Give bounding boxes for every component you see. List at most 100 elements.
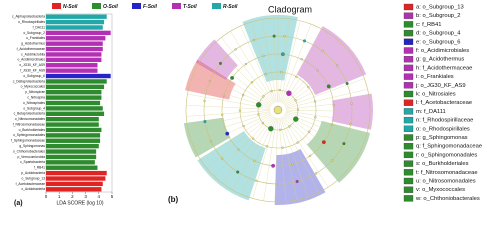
legend-swatch [403,47,414,54]
legend-label: u: o_Nitrosomonadales [416,179,476,185]
clade-node [295,179,299,183]
branch [206,114,272,169]
panel-label: (a) [14,200,23,207]
branch [285,89,368,109]
bar [46,90,102,95]
legend-label: p: g_Sphingomonas [416,135,468,141]
clade-node [236,170,240,174]
clade-node [234,48,237,51]
branch [285,111,367,134]
x-tick-label: 2 [71,194,74,199]
branch [284,58,355,106]
branch [285,109,370,112]
legend-swatch [403,56,414,63]
category-label: f_Sphingomonadaceae [11,139,45,143]
branch [250,21,276,103]
clade-node [291,162,294,166]
clade-node [294,99,297,102]
branch [205,53,272,106]
clade-node [308,130,311,133]
clade-node [209,140,213,143]
clade-node [313,100,317,103]
category-label: c_Spartobacteria [20,160,45,164]
clade-node [257,113,260,116]
clade-sector [197,131,266,201]
branch [285,100,370,110]
bar [46,187,102,192]
category-label: f_DA111 [33,25,46,29]
clade-sector [274,148,326,205]
branch [283,115,346,173]
legend-label: q: f_Sphingomonadaceae [416,144,482,150]
bar [46,165,98,170]
category-label: f_Nitrosomonadaceae [13,122,46,126]
clade-node [255,102,262,108]
legend-swatch [132,3,141,9]
branch [280,117,309,198]
x-tick-label: 0 [45,194,48,199]
category-label: f_Acetobacteraceae [16,182,46,186]
category-label: p_Acidobacteria [21,171,45,175]
clade-node [321,49,324,53]
legend-label: e: o_Subgroup_6 [416,39,460,45]
clade-node [221,113,224,116]
clade-node [264,72,267,76]
branch [263,117,277,201]
legend-label: r: o_Sphingomonadales [416,152,477,158]
branch [280,24,312,103]
branch [285,110,370,123]
clade-node [225,131,230,136]
category-label: c_Deltaproteobacteria [13,79,45,83]
branch [281,28,322,104]
category-label: o_Myxococcales [21,85,46,89]
x-tick-label: 4 [98,194,101,199]
legend-swatch [403,195,414,202]
branch [278,117,287,202]
clade-node [208,79,211,83]
legend-swatch [403,64,414,72]
category-label: o_Nitrosomonadales [15,117,46,121]
branch [213,115,273,177]
category-label: o_Frankiales [26,36,45,40]
clade-node [241,94,245,97]
legend-swatch [403,169,414,176]
category-label: p_Verrucomicrobia [18,155,46,159]
clade-node [271,163,276,168]
legend-label: l: f_Acetobacteraceae [416,100,472,106]
legend-label: o: o_Rhodospirillales [416,126,470,132]
legend-label: d: o_Subgroup_4 [416,31,461,37]
figure: LDA SCORE (log 10) (a) Cladogram (b) 0 1 2… [11,3,482,207]
legend-label: m: f_DA111 [416,109,446,115]
clade-node [316,69,319,72]
legend-label: g: g_Acidothermus [416,57,464,63]
bar [46,176,106,181]
bar [46,122,99,127]
legend-swatch [212,3,221,9]
legend-label: i: o_Frankiales [416,74,454,80]
clade-node [252,38,256,42]
clade-node [296,108,300,111]
clade-node [230,75,235,80]
legend-label: j: o_JG30_KF_AS9 [415,83,466,89]
category-label: o_Burkholderiales [19,128,46,132]
clade-node [203,120,207,124]
branch [199,62,272,107]
legend-swatch [403,116,414,124]
panel-label: (b) [168,195,179,204]
legend-label: a: o_Subgroup_13 [416,5,464,11]
clade-sector [183,117,231,158]
legend-label: O-Soil [103,4,118,10]
legend-swatch [172,3,181,9]
clade-node [237,148,240,151]
cladogram-title: Cladogram [268,4,312,14]
bar [46,46,103,52]
clade-node [331,159,334,162]
branch [285,78,365,108]
legend-swatch [403,151,414,159]
legend-swatch [403,21,414,28]
clade-node [279,128,282,131]
category-label: f_RB41 [34,166,45,170]
legend-label: n: f_Rhodospirillaceae [416,118,473,124]
x-tick-label: 1 [58,194,61,199]
legend-label: k: o_Nitrosiales [416,92,456,98]
